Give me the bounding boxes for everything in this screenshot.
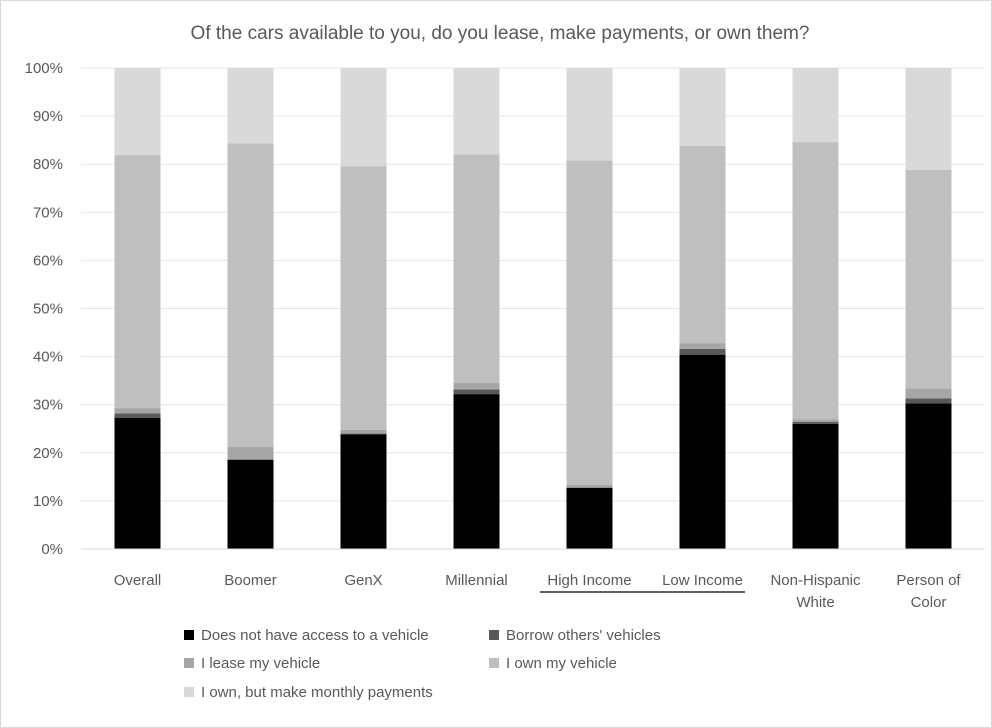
bar-segment (792, 419, 839, 423)
legend-label: I own my vehicle (506, 655, 617, 672)
bar-segment (792, 68, 839, 143)
x-category-label: Low Income (662, 572, 743, 589)
legend-swatch (489, 658, 499, 668)
bar-segment (227, 143, 274, 448)
y-tick-label: 60% (33, 252, 63, 269)
bar-segment (340, 166, 387, 430)
y-tick-label: 50% (33, 301, 63, 318)
legend-swatch (184, 687, 194, 697)
x-category-label: High Income (547, 572, 631, 589)
bar-segment (453, 154, 500, 384)
y-tick-label: 90% (33, 108, 63, 125)
bar-segment (679, 348, 726, 355)
bar-segment (566, 485, 613, 488)
legend-label: Does not have access to a vehicle (201, 627, 429, 644)
x-category-label: Color (911, 594, 947, 611)
bar-segment (340, 434, 387, 549)
bar-segment (227, 447, 274, 460)
legend-swatch (184, 658, 194, 668)
x-category-label: White (796, 594, 834, 611)
bar-segment (114, 413, 161, 418)
bar-segment (453, 68, 500, 155)
bar-segment (792, 142, 839, 420)
bar-segment (114, 417, 161, 549)
x-category-label: GenX (344, 572, 382, 589)
legend-swatch (184, 630, 194, 640)
bar-segment (227, 68, 274, 144)
bar-segment (792, 423, 839, 549)
bar-segment (453, 394, 500, 549)
bar-segment (679, 343, 726, 349)
bar-segment (227, 460, 274, 549)
bar-segment (679, 354, 726, 549)
bar-segment (905, 398, 952, 404)
bar-segment (566, 160, 613, 486)
legend-label: I lease my vehicle (201, 655, 320, 672)
bar-segment (905, 68, 952, 170)
legend-swatch (489, 630, 499, 640)
y-tick-label: 70% (33, 204, 63, 221)
bar-segment (566, 68, 613, 161)
y-tick-label: 40% (33, 349, 63, 366)
bar-segment (114, 68, 161, 156)
x-category-label: Boomer (224, 572, 277, 589)
y-tick-label: 10% (33, 493, 63, 510)
bar-segment (566, 487, 613, 549)
bar-segment (340, 429, 387, 434)
gridlines (81, 67, 985, 502)
y-tick-label: 20% (33, 445, 63, 462)
y-tick-label: 100% (25, 60, 63, 77)
bar-segment (679, 68, 726, 146)
bar-segment (905, 388, 952, 399)
legend-label: I own, but make monthly payments (201, 684, 433, 701)
bars (114, 68, 952, 549)
bar-segment (905, 403, 952, 549)
x-category-label: Overall (114, 572, 162, 589)
legend-label: Borrow others' vehicles (506, 627, 661, 644)
bar-segment (905, 169, 952, 389)
y-tick-label: 30% (33, 397, 63, 414)
y-axis-ticks: 0% 10% 20% 30% 40% 50% 60% 70% 80% 90% 100% (25, 60, 63, 558)
bar-segment (114, 155, 161, 409)
legend: Does not have access to a vehicle Borrow … (184, 627, 661, 701)
x-axis-category-labels: Overall Boomer GenX Millennial High Income Lo… (114, 572, 962, 611)
x-category-label: Non-Hispanic (770, 572, 861, 589)
chart-title: Of the cars available to you, do you lea… (191, 23, 810, 44)
bar-segment (453, 389, 500, 395)
y-tick-label: 80% (33, 156, 63, 173)
x-category-label: Millennial (445, 572, 508, 589)
bar-segment (453, 383, 500, 390)
bar-segment (679, 145, 726, 344)
x-category-label: Person of (896, 572, 961, 589)
bar-segment (340, 68, 387, 167)
bar-segment (792, 422, 839, 424)
y-tick-label: 0% (41, 541, 63, 558)
bar-segment (114, 408, 161, 414)
bar-segment (340, 433, 387, 435)
